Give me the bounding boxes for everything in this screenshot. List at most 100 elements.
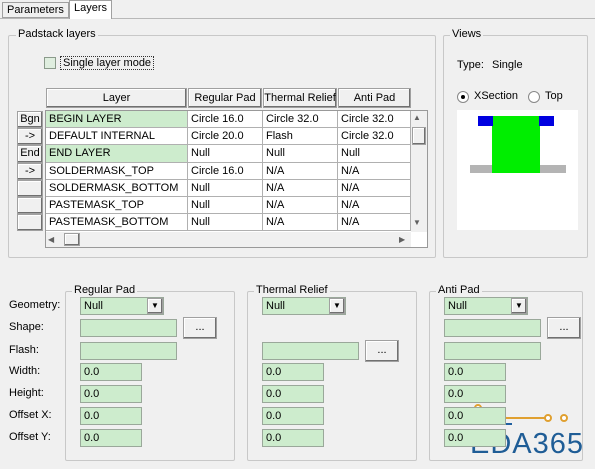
grid-cell[interactable]: SOLDERMASK_TOP [46,162,188,180]
width-field[interactable]: 0.0 [444,363,506,381]
scroll-right[interactable]: ▶ [399,235,406,244]
combo-arrow[interactable]: ▼ [147,298,163,314]
height-field[interactable]: 0.0 [444,385,506,403]
offset-y-field[interactable]: 0.0 [262,429,324,447]
grid-cell[interactable]: SOLDERMASK_BOTTOM [46,179,188,197]
grid-cell[interactable]: DEFAULT INTERNAL [46,128,188,146]
shape-field[interactable] [80,319,177,337]
geometry-combo[interactable]: Null [444,297,528,315]
row-button[interactable]: -> [17,128,43,146]
grid-cell[interactable]: Null [338,145,411,163]
row-button[interactable] [17,214,43,232]
grid-cell[interactable]: Circle 32.0 [338,128,411,146]
column-header[interactable]: Anti Pad [338,88,411,108]
flash-field[interactable] [444,342,541,360]
radio[interactable] [457,91,469,103]
combo-arrow[interactable]: ▼ [511,298,527,314]
flash-field[interactable] [80,342,177,360]
column-header[interactable]: Layer [46,88,187,108]
browse-button[interactable]: ... [183,317,217,339]
height-field[interactable]: 0.0 [262,385,324,403]
h-scroll-thumb[interactable] [64,233,80,246]
combo-arrow[interactable]: ▼ [329,298,345,314]
v-scroll-thumb[interactable] [412,127,426,145]
column-header[interactable]: Regular Pad [188,88,262,108]
geometry-combo[interactable]: Null [262,297,346,315]
grid-cell[interactable]: PASTEMASK_TOP [46,197,188,215]
row-button[interactable] [17,179,43,197]
tab-panel [0,18,595,469]
grid-cell[interactable]: BEGIN LAYER [46,111,188,129]
pad-group [247,291,417,461]
offset-y-field[interactable]: 0.0 [444,429,506,447]
grid-cell[interactable]: Circle 32.0 [338,111,411,129]
type-value: Single [492,59,523,71]
scroll-down[interactable]: ▼ [413,218,421,227]
grid-cell[interactable]: Circle 16.0 [188,162,263,180]
width-field[interactable]: 0.0 [262,363,324,381]
views-group [443,35,588,258]
grid-cell[interactable]: N/A [263,197,338,215]
grid-cell[interactable]: N/A [338,179,411,197]
field-label: Flash: [9,344,39,356]
checkbox[interactable] [44,57,56,69]
browse-button[interactable]: ... [365,340,399,362]
checkbox-label[interactable]: Single layer mode [60,56,155,70]
offset-y-field[interactable]: 0.0 [80,429,142,447]
h-scrollbar[interactable] [46,232,411,247]
grid-cell[interactable]: Flash [263,128,338,146]
row-button[interactable]: -> [17,162,43,180]
group-title: Regular Pad [72,284,138,296]
field-label: Offset Y: [9,431,51,443]
grid-cell[interactable]: N/A [338,197,411,215]
grid-cell[interactable]: N/A [263,214,338,232]
group-title: Padstack layers [16,28,98,40]
width-field[interactable]: 0.0 [80,363,142,381]
grid-cell[interactable]: N/A [338,162,411,180]
type-label: Type: [457,59,484,71]
radio[interactable] [528,91,540,103]
grid-cell[interactable]: Null [263,145,338,163]
xsection-preview [457,110,578,230]
grid-cell[interactable]: N/A [338,214,411,232]
shape-field[interactable] [444,319,541,337]
offset-x-field[interactable]: 0.0 [262,407,324,425]
grid-cell[interactable]: Null [188,145,263,163]
padstack-group [8,35,436,258]
radio-label[interactable]: XSection [474,90,519,102]
field-label: Shape: [9,321,44,333]
scroll-left[interactable]: ◀ [48,235,55,244]
radio-label[interactable]: Top [545,90,563,102]
grid-cell[interactable]: END LAYER [46,145,188,163]
pad-group [65,291,235,461]
grid-cell[interactable]: Circle 20.0 [188,128,263,146]
height-field[interactable]: 0.0 [80,385,142,403]
field-label: Height: [9,387,44,399]
grid-cell[interactable]: Null [188,179,263,197]
grid-cell[interactable]: Null [188,214,263,232]
browse-button[interactable]: ... [547,317,581,339]
pad-group [429,291,583,461]
field-label: Geometry: [9,299,61,311]
offset-x-field[interactable]: 0.0 [444,407,506,425]
scroll-up[interactable]: ▲ [413,113,421,122]
grid-cell[interactable]: Circle 32.0 [263,111,338,129]
tab[interactable]: Layers [69,0,113,19]
grid-cell[interactable]: N/A [263,162,338,180]
row-button[interactable]: Bgn [17,111,43,129]
column-header[interactable]: Thermal Relief [263,88,337,108]
row-button[interactable] [17,197,43,215]
field-label: Width: [9,365,41,377]
offset-x-field[interactable]: 0.0 [80,407,142,425]
grid-cell[interactable]: PASTEMASK_BOTTOM [46,214,188,232]
row-button[interactable]: End [17,145,43,163]
grid-cell[interactable]: N/A [263,179,338,197]
group-title: Views [450,28,484,40]
grid-cell[interactable]: Null [188,197,263,215]
flash-field[interactable] [262,342,359,360]
group-title: Thermal Relief [254,284,330,296]
grid-cell[interactable]: Circle 16.0 [188,111,263,129]
tab[interactable]: Parameters [2,2,69,18]
geometry-combo[interactable]: Null [80,297,164,315]
